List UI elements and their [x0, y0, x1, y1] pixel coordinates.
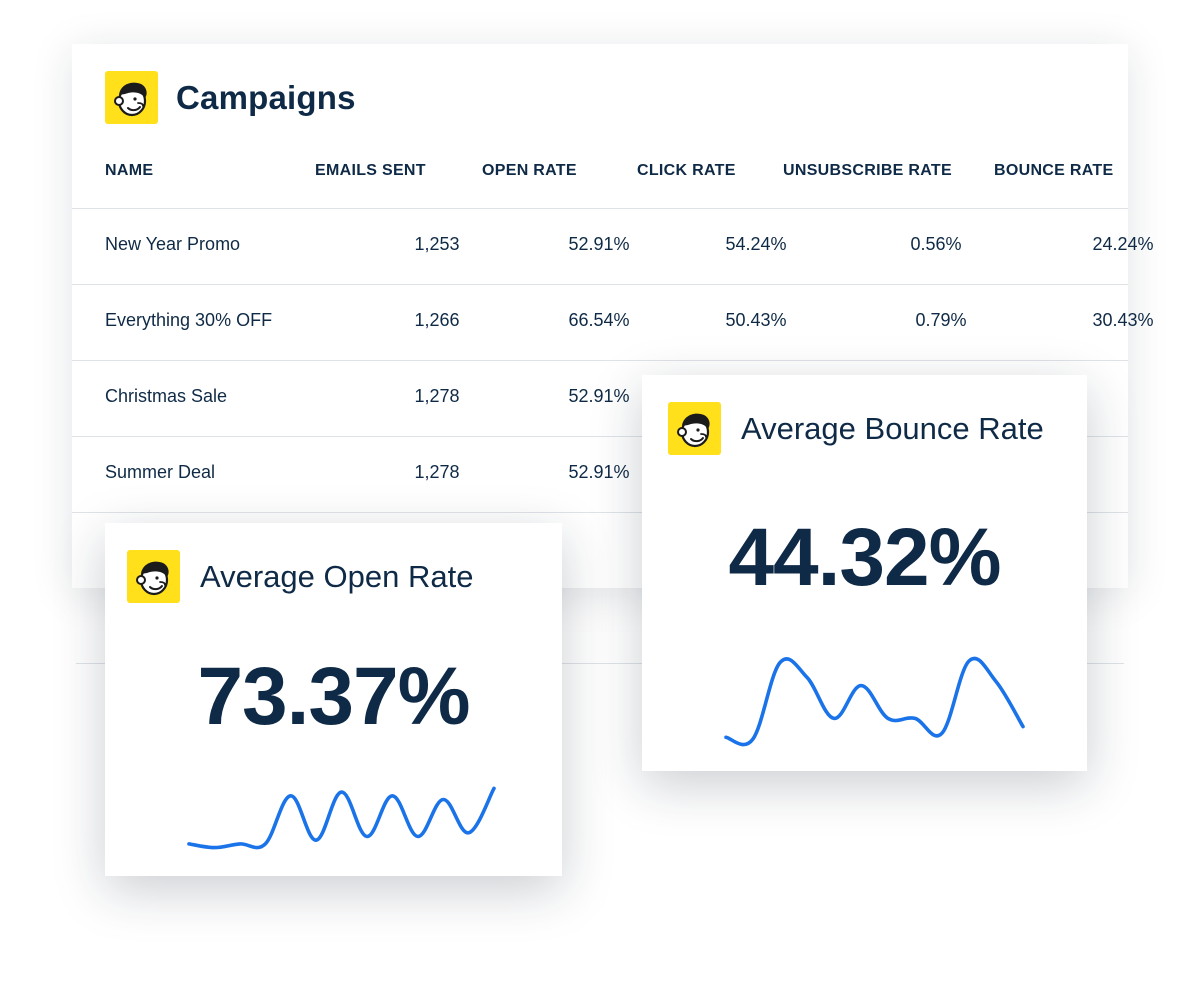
bounce-rate-sparkline: [724, 656, 1025, 747]
click-rate-cell: 50.43%: [725, 310, 787, 330]
card-header: Average Bounce Rate: [668, 402, 1044, 455]
campaigns-title: Campaigns: [176, 78, 356, 116]
campaign-name[interactable]: Christmas Sale: [105, 386, 228, 406]
column-header-emails-sent[interactable]: EMAILS SENT: [315, 162, 426, 179]
campaigns-header: Campaigns: [105, 71, 356, 124]
click-rate-cell: 54.24%: [725, 234, 787, 254]
emails-sent-cell: 1,278: [414, 462, 460, 482]
mailchimp-logo-icon: [127, 550, 180, 603]
emails-sent-cell: 1,266: [414, 310, 460, 330]
open-rate-cell: 52.91%: [568, 462, 630, 482]
column-header-open-rate[interactable]: OPEN RATE: [482, 162, 577, 179]
average-bounce-rate-card[interactable]: Average Bounce Rate 44.32%: [642, 375, 1087, 771]
bounce-rate-cell: 24.24%: [1092, 234, 1154, 254]
average-open-rate-card[interactable]: Average Open Rate 73.37%: [105, 523, 562, 876]
sparkline-path: [724, 656, 1025, 747]
divider: [76, 663, 1124, 664]
open-rate-sparkline: [187, 786, 496, 850]
card-header: Average Open Rate: [127, 550, 473, 603]
campaign-name[interactable]: New Year Promo: [105, 234, 241, 254]
freddie-icon: [113, 82, 147, 116]
unsubscribe-rate-cell: 0.56%: [910, 234, 962, 254]
table-row[interactable]: Christmas Sale 1,278 52.91%: [72, 361, 1128, 437]
bounce-rate-cell: 30.43%: [1092, 310, 1154, 330]
open-rate-cell: 52.91%: [568, 234, 630, 254]
table-row[interactable]: New Year Promo 1,253 52.91% 54.24% 0.56%…: [72, 209, 1154, 285]
open-rate-cell: 66.54%: [568, 310, 630, 330]
campaign-name[interactable]: Summer Deal: [105, 462, 216, 482]
emails-sent-cell: 1,253: [414, 234, 460, 254]
mailchimp-logo-icon: [105, 71, 158, 124]
table-header-row: NAME EMAILS SENT OPEN RATE CLICK RATE UN…: [72, 136, 1128, 209]
metric-value: 73.37%: [197, 651, 470, 742]
table-row[interactable]: Summer Deal 1,278 52.91%: [72, 437, 1128, 513]
freddie-icon: [135, 561, 169, 595]
column-header-bounce-rate[interactable]: BOUNCE RATE: [994, 162, 1114, 179]
column-header-name[interactable]: NAME: [105, 162, 154, 179]
emails-sent-cell: 1,278: [414, 386, 460, 406]
card-title: Average Open Rate: [200, 558, 474, 594]
freddie-icon: [676, 413, 710, 447]
sparkline-path: [187, 786, 496, 850]
card-title: Average Bounce Rate: [741, 410, 1044, 446]
campaigns-table: NAME EMAILS SENT OPEN RATE CLICK RATE UN…: [72, 136, 1154, 513]
unsubscribe-rate-cell: 0.79%: [915, 310, 967, 330]
table-row[interactable]: Everything 30% OFF 1,266 66.54% 50.43% 0…: [72, 285, 1154, 361]
metric-value: 44.32%: [728, 512, 1001, 603]
column-header-unsubscribe-rate[interactable]: UNSUBSCRIBE RATE: [783, 162, 952, 179]
column-header-click-rate[interactable]: CLICK RATE: [637, 162, 736, 179]
campaign-name[interactable]: Everything 30% OFF: [105, 310, 273, 330]
open-rate-cell: 52.91%: [568, 386, 630, 406]
mailchimp-logo-icon: [668, 402, 721, 455]
campaigns-panel: Campaigns NAME EMAILS SENT OPEN RATE CLI…: [72, 44, 1154, 588]
